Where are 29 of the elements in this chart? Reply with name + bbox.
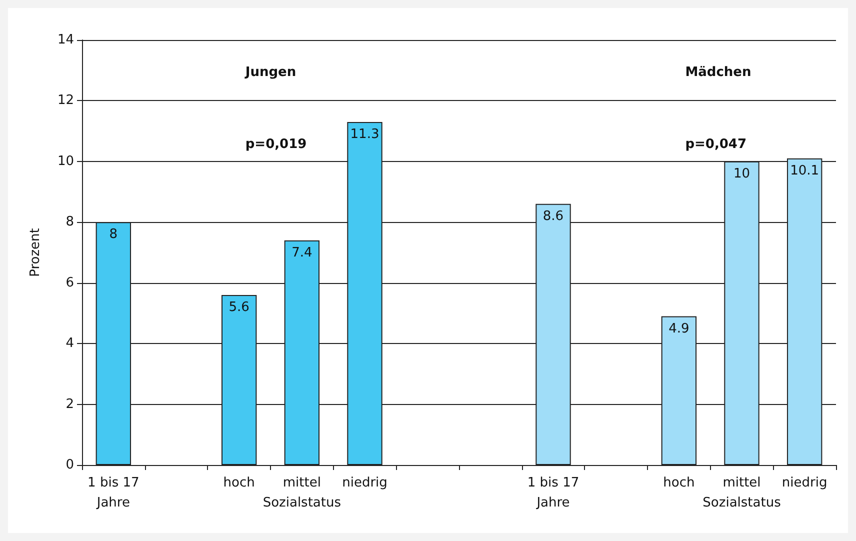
annotation: p=0,019 <box>245 137 307 152</box>
x-tick-label: hoch <box>663 476 695 490</box>
x-tick-label: niedrig <box>782 476 828 490</box>
data-label: 7.4 <box>292 245 312 260</box>
y-tick-label: 12 <box>57 93 74 108</box>
x-tick-label: mittel Sozialstatus <box>262 476 342 510</box>
data-label: 5.6 <box>228 300 250 315</box>
annotation: Jungen <box>244 65 296 80</box>
annotation: Mädchen <box>685 65 752 80</box>
x-tick-label: 1 bis 17 Jahre <box>88 476 140 510</box>
y-tick-label: 4 <box>66 336 74 352</box>
y-tick-label: 10 <box>57 154 74 169</box>
x-tick-label: 1 bis 17 Jahre <box>527 476 580 510</box>
data-label: 8 <box>109 227 118 242</box>
x-tick-label: hoch <box>223 476 255 490</box>
data-label: 11.3 <box>350 126 380 142</box>
x-tick-label: niedrig <box>342 476 388 490</box>
y-tick-label: 8 <box>66 214 74 230</box>
annotation: p=0,047 <box>685 137 747 152</box>
x-tick-label: mittel Sozialstatus <box>702 476 782 510</box>
y-tick-label: 6 <box>66 275 74 290</box>
y-axis-title: Prozent <box>28 228 43 277</box>
y-tick-label: 14 <box>57 32 74 48</box>
y-tick-label: 0 <box>66 458 74 472</box>
data-label: 4.9 <box>668 321 690 336</box>
data-label: 8.6 <box>542 208 564 224</box>
data-label: 10 <box>733 166 750 182</box>
y-tick-label: 2 <box>66 396 74 412</box>
data-label: 10.1 <box>790 163 820 178</box>
